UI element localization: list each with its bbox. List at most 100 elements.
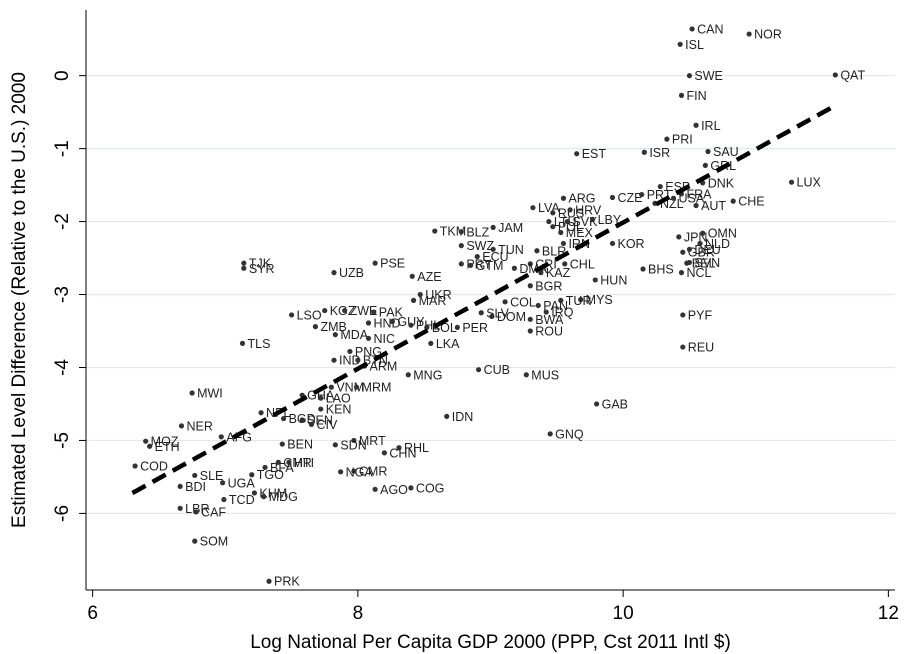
x-tick-label: 10: [613, 603, 634, 624]
data-point: [281, 415, 287, 422]
point-label: ISL: [685, 38, 704, 52]
point-label: BFA: [270, 461, 294, 475]
data-point: [241, 265, 247, 271]
point-label: MDG: [269, 490, 298, 504]
point-label: PAN: [543, 299, 568, 313]
point-label: DNK: [708, 176, 735, 190]
point-label: IRL: [701, 119, 721, 133]
data-point: [143, 438, 149, 444]
data-point: [365, 320, 372, 326]
point-label: LKA: [436, 337, 460, 351]
x-axis-title: Log National Per Capita GDP 2000 (PPP, C…: [250, 632, 731, 653]
data-point: [564, 218, 571, 225]
point-label: IDN: [452, 410, 474, 424]
point-label: LBR: [185, 502, 209, 516]
data-point: [523, 372, 529, 378]
data-point: [275, 459, 281, 465]
point-label: NLD: [705, 237, 730, 251]
data-point: [409, 273, 415, 279]
point-label: ZMB: [320, 320, 346, 334]
y-tick-label: -5: [52, 432, 73, 449]
point-label: POL: [558, 220, 583, 234]
point-label: IRQ: [551, 306, 574, 320]
data-point: [262, 464, 268, 471]
data-point: [331, 357, 337, 363]
point-label: PYF: [688, 308, 713, 322]
data-point: [832, 72, 838, 78]
x-axis-ticks: 6 8 10 12: [87, 590, 899, 624]
data-point: [550, 210, 556, 216]
data-point: [502, 299, 508, 305]
data-point: [192, 472, 198, 479]
point-label: MEX: [566, 226, 594, 240]
point-label: MRM: [362, 381, 392, 395]
data-point: [372, 486, 378, 492]
data-point: [705, 148, 711, 155]
data-point: [132, 463, 138, 469]
data-point: [266, 578, 272, 584]
point-label: AUT: [701, 199, 726, 213]
x-tick-label: 8: [353, 603, 364, 624]
point-label: ISR: [649, 146, 670, 160]
point-label: MNG: [413, 368, 442, 382]
point-label: NOR: [754, 28, 782, 42]
point-label: KEN: [326, 403, 352, 417]
data-point: [371, 309, 377, 315]
point-label: JAM: [498, 221, 523, 235]
data-point: [318, 395, 324, 401]
data-point: [534, 248, 540, 254]
point-label: PNG: [355, 345, 382, 359]
data-point: [396, 445, 402, 451]
data-points: CANNORISLSWEQATFINIRLPRIESTISRSAUGRLDNKL…: [132, 22, 865, 589]
point-label: SDN: [340, 438, 366, 452]
data-point: [560, 195, 567, 201]
data-point: [328, 384, 334, 390]
data-point: [546, 218, 552, 225]
data-point: [308, 421, 315, 427]
data-point: [689, 26, 695, 32]
point-label: LBY: [598, 213, 622, 227]
x-tick-label: 12: [878, 603, 899, 624]
point-label: RHL: [404, 441, 429, 455]
point-label: LSO: [297, 308, 322, 322]
data-point: [680, 249, 686, 255]
data-point: [353, 384, 360, 390]
point-label: TUN: [498, 243, 524, 257]
data-point: [677, 41, 683, 47]
point-label: COG: [416, 481, 444, 495]
point-label: RUS: [558, 206, 584, 220]
y-tick-label: -3: [52, 286, 73, 303]
data-point: [405, 372, 411, 378]
point-label: HTI: [294, 456, 314, 470]
data-point: [530, 205, 536, 211]
point-label: SWE: [694, 69, 722, 83]
point-label: QAT: [840, 68, 865, 82]
point-label: GAB: [602, 397, 628, 411]
y-axis-title: Estimated Level Difference (Relative to …: [9, 72, 30, 528]
data-point: [693, 202, 699, 209]
point-label: CMR: [359, 465, 387, 479]
gridlines: [86, 75, 895, 514]
data-point: [547, 431, 553, 437]
data-point: [241, 260, 247, 266]
data-point: [192, 538, 198, 544]
data-point: [351, 437, 357, 444]
point-label: CHE: [738, 195, 764, 209]
data-point: [535, 302, 541, 309]
point-label: ECU: [482, 250, 508, 264]
point-label: CAN: [697, 22, 723, 36]
data-point: [593, 401, 600, 407]
data-point: [788, 179, 795, 185]
point-label: PRK: [274, 575, 300, 589]
x-tick-label: 6: [87, 603, 98, 624]
point-label: BGR: [535, 279, 562, 293]
data-point: [251, 490, 258, 496]
point-label: MWI: [197, 387, 223, 401]
point-label: HUN: [600, 273, 627, 287]
data-point: [670, 195, 677, 201]
data-point: [221, 496, 227, 503]
point-label: MOZ: [151, 435, 179, 449]
data-point: [592, 277, 598, 283]
data-point: [678, 270, 685, 276]
